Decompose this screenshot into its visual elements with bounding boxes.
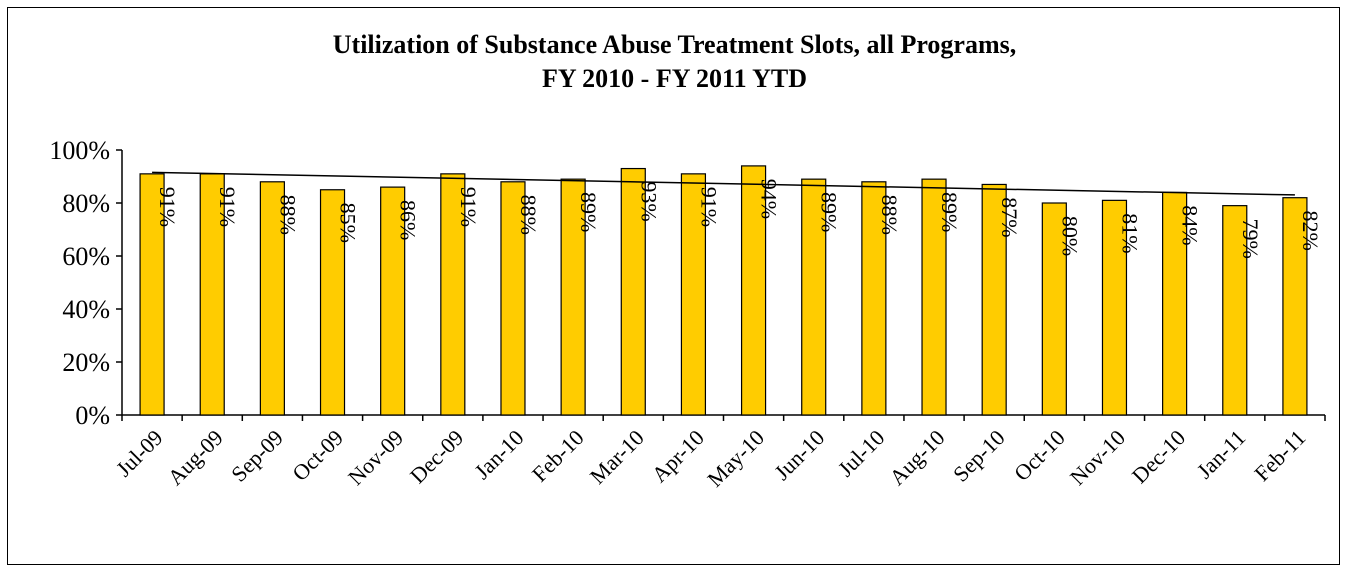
bar xyxy=(1282,197,1308,416)
data-label: 93% xyxy=(636,181,661,221)
data-label: 91% xyxy=(155,187,180,227)
category-label: Jun-10 xyxy=(769,425,829,485)
data-label: 84% xyxy=(1178,205,1203,245)
data-label: 88% xyxy=(877,195,902,235)
y-tick-label: 0% xyxy=(75,401,110,430)
data-label: 81% xyxy=(1117,213,1142,253)
category-label: Feb-11 xyxy=(1249,425,1310,486)
trendline xyxy=(152,171,1295,196)
bar xyxy=(380,186,406,416)
bar xyxy=(500,181,526,416)
bar xyxy=(981,183,1007,416)
bar xyxy=(139,173,165,416)
category-label: Mar-10 xyxy=(585,425,649,489)
y-tick-label: 80% xyxy=(62,189,110,218)
bar xyxy=(560,178,586,416)
category-label: Jul-10 xyxy=(833,425,890,482)
data-label: 88% xyxy=(516,195,541,235)
data-label: 88% xyxy=(275,195,300,235)
bar xyxy=(1222,205,1248,416)
category-label: Aug-10 xyxy=(884,425,949,490)
category-label: Oct-10 xyxy=(1009,425,1070,486)
category-label: Jan-11 xyxy=(1192,425,1251,484)
data-label: 91% xyxy=(456,187,481,227)
category-label: Feb-10 xyxy=(527,425,589,487)
bar xyxy=(740,165,767,416)
category-label: Nov-10 xyxy=(1065,425,1130,490)
data-label: 89% xyxy=(817,192,842,232)
y-tick-label: 20% xyxy=(62,348,110,377)
bar xyxy=(861,181,887,416)
data-label: 89% xyxy=(937,192,962,232)
bar xyxy=(680,173,707,416)
category-label: Jan-10 xyxy=(469,425,528,484)
bar xyxy=(259,181,285,416)
category-label: May-10 xyxy=(702,425,769,492)
data-label: 89% xyxy=(576,192,601,232)
category-label: Sep-10 xyxy=(948,425,1010,487)
data-label: 80% xyxy=(1057,216,1082,256)
data-label: 86% xyxy=(396,200,421,240)
data-label: 82% xyxy=(1298,211,1323,251)
y-tick-label: 60% xyxy=(62,242,110,271)
category-label: Aug-09 xyxy=(163,425,228,490)
category-label: Apr-10 xyxy=(647,425,709,487)
y-tick-label: 40% xyxy=(62,295,110,324)
bar xyxy=(1101,199,1128,416)
chart-title-line-1: Utilization of Substance Abuse Treatment… xyxy=(332,30,1017,59)
category-label: Dec-10 xyxy=(1127,425,1190,488)
category-label: Sep-09 xyxy=(226,425,288,487)
bar xyxy=(440,173,466,416)
bar xyxy=(921,178,947,416)
category-label: Dec-09 xyxy=(405,425,468,488)
chart-title: Utilization of Substance Abuse Treatment… xyxy=(0,28,1349,96)
bar xyxy=(801,178,827,416)
data-label: 79% xyxy=(1238,218,1263,258)
bar xyxy=(1162,191,1188,416)
data-label: 91% xyxy=(215,187,240,227)
category-label: Jul-09 xyxy=(111,425,168,482)
bar xyxy=(199,173,225,416)
data-label: 91% xyxy=(696,187,721,227)
bar xyxy=(620,167,646,416)
bar xyxy=(1041,202,1067,416)
data-label: 87% xyxy=(997,197,1022,237)
category-label: Nov-09 xyxy=(343,425,408,490)
chart-title-line-2: FY 2010 - FY 2011 YTD xyxy=(541,64,808,93)
data-label: 85% xyxy=(336,203,361,243)
bar xyxy=(319,189,346,416)
y-tick-label: 100% xyxy=(49,136,110,165)
category-label: Oct-09 xyxy=(287,425,348,486)
